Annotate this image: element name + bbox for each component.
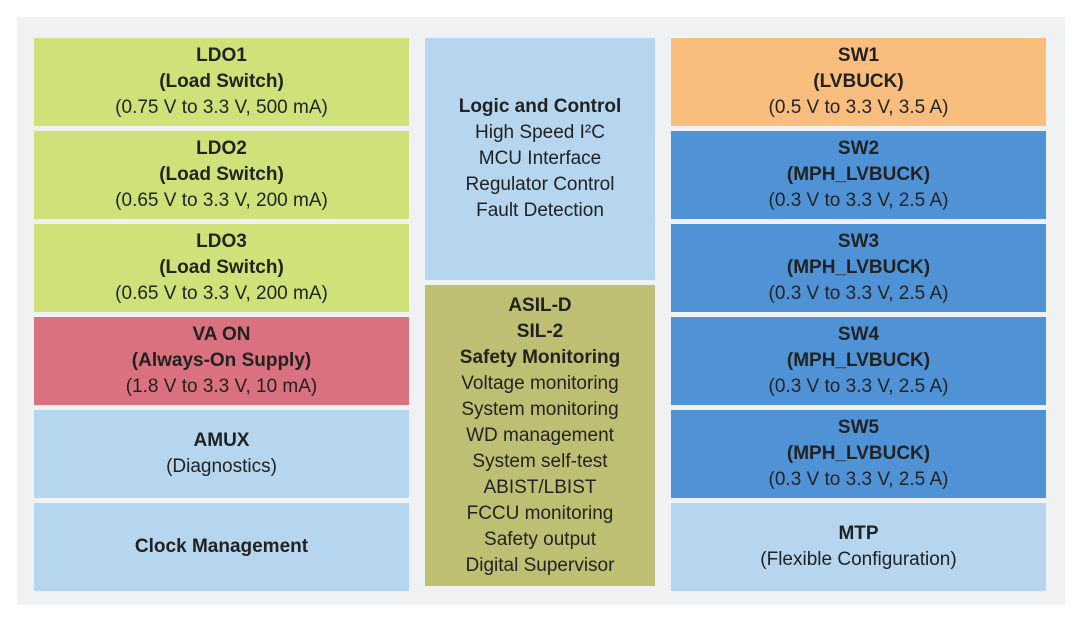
sw3-block: SW3 (MPH_LVBUCK) (0.3 V to 3.3 V, 2.5 A) — [671, 224, 1046, 312]
sw5-title: SW5 — [837, 417, 880, 438]
safety-line: Voltage monitoring — [461, 372, 619, 394]
safety-line: WD management — [466, 424, 614, 446]
sw5-spec: (0.3 V to 3.3 V, 2.5 A) — [768, 469, 949, 490]
logic-control-block: Logic and Control High Speed I²C MCU Int… — [425, 38, 655, 280]
sw4-spec: (0.3 V to 3.3 V, 2.5 A) — [768, 376, 949, 397]
sw2-spec: (0.3 V to 3.3 V, 2.5 A) — [768, 190, 949, 211]
ldo3-title: LDO3 — [196, 231, 247, 252]
mtp-block: MTP (Flexible Configuration) — [671, 503, 1046, 591]
logic-line: Fault Detection — [476, 200, 604, 221]
sw1-block: SW1 (LVBUCK) (0.5 V to 3.3 V, 3.5 A) — [671, 38, 1046, 126]
mtp-title: MTP — [838, 523, 879, 544]
sw1-title: SW1 — [837, 45, 880, 66]
ldo1-block: LDO1 (Load Switch) (0.75 V to 3.3 V, 500… — [34, 38, 409, 126]
safety-line: Safety output — [484, 528, 596, 550]
sw2-subtitle: (MPH_LVBUCK) — [786, 164, 931, 185]
ldo2-block: LDO2 (Load Switch) (0.65 V to 3.3 V, 200… — [34, 131, 409, 219]
va-on-title: VA ON — [192, 324, 251, 345]
logic-line: High Speed I²C — [475, 122, 605, 143]
safety-line: System self-test — [472, 450, 608, 472]
sw1-spec: (0.5 V to 3.3 V, 3.5 A) — [768, 97, 949, 118]
logic-line: MCU Interface — [478, 148, 602, 169]
safety-line: Digital Supervisor — [465, 554, 615, 576]
ldo1-title: LDO1 — [196, 45, 247, 66]
mtp-subtitle: (Flexible Configuration) — [760, 549, 957, 570]
safety-title-asil: ASIL-D — [508, 294, 572, 316]
logic-line: Regulator Control — [465, 174, 615, 195]
safety-line: ABIST/LBIST — [483, 476, 597, 498]
left-column: LDO1 (Load Switch) (0.75 V to 3.3 V, 500… — [34, 38, 409, 591]
amux-block: AMUX (Diagnostics) — [34, 410, 409, 498]
ldo1-subtitle: (Load Switch) — [159, 71, 284, 92]
va-on-subtitle: (Always-On Supply) — [131, 350, 312, 371]
sw5-block: SW5 (MPH_LVBUCK) (0.3 V to 3.3 V, 2.5 A) — [671, 410, 1046, 498]
sw4-title: SW4 — [837, 324, 880, 345]
middle-column: Logic and Control High Speed I²C MCU Int… — [425, 38, 655, 586]
ldo2-title: LDO2 — [196, 138, 247, 159]
sw5-subtitle: (MPH_LVBUCK) — [786, 443, 931, 464]
amux-title: AMUX — [193, 430, 250, 451]
sw3-title: SW3 — [837, 231, 880, 252]
sw4-block: SW4 (MPH_LVBUCK) (0.3 V to 3.3 V, 2.5 A) — [671, 317, 1046, 405]
va-on-block: VA ON (Always-On Supply) (1.8 V to 3.3 V… — [34, 317, 409, 405]
sw3-spec: (0.3 V to 3.3 V, 2.5 A) — [768, 283, 949, 304]
sw1-subtitle: (LVBUCK) — [813, 71, 904, 92]
ldo3-block: LDO3 (Load Switch) (0.65 V to 3.3 V, 200… — [34, 224, 409, 312]
ldo2-spec: (0.65 V to 3.3 V, 200 mA) — [115, 190, 328, 211]
ldo2-subtitle: (Load Switch) — [159, 164, 284, 185]
ldo3-spec: (0.65 V to 3.3 V, 200 mA) — [115, 283, 328, 304]
safety-line: FCCU monitoring — [466, 502, 614, 524]
right-column: SW1 (LVBUCK) (0.5 V to 3.3 V, 3.5 A) SW2… — [671, 38, 1046, 591]
sw4-subtitle: (MPH_LVBUCK) — [786, 350, 931, 371]
safety-line: System monitoring — [461, 398, 619, 420]
ldo3-subtitle: (Load Switch) — [159, 257, 284, 278]
sw3-subtitle: (MPH_LVBUCK) — [786, 257, 931, 278]
safety-title-monitoring: Safety Monitoring — [459, 346, 621, 368]
sw2-block: SW2 (MPH_LVBUCK) (0.3 V to 3.3 V, 2.5 A) — [671, 131, 1046, 219]
sw2-title: SW2 — [837, 138, 880, 159]
ldo1-spec: (0.75 V to 3.3 V, 500 mA) — [115, 97, 328, 118]
amux-subtitle: (Diagnostics) — [166, 456, 277, 477]
clock-management-title: Clock Management — [134, 536, 309, 557]
safety-title-sil: SIL-2 — [516, 320, 564, 342]
va-on-spec: (1.8 V to 3.3 V, 10 mA) — [125, 376, 318, 397]
safety-block: ASIL-D SIL-2 Safety Monitoring Voltage m… — [425, 285, 655, 586]
clock-management-block: Clock Management — [34, 503, 409, 591]
logic-control-title: Logic and Control — [458, 96, 622, 117]
